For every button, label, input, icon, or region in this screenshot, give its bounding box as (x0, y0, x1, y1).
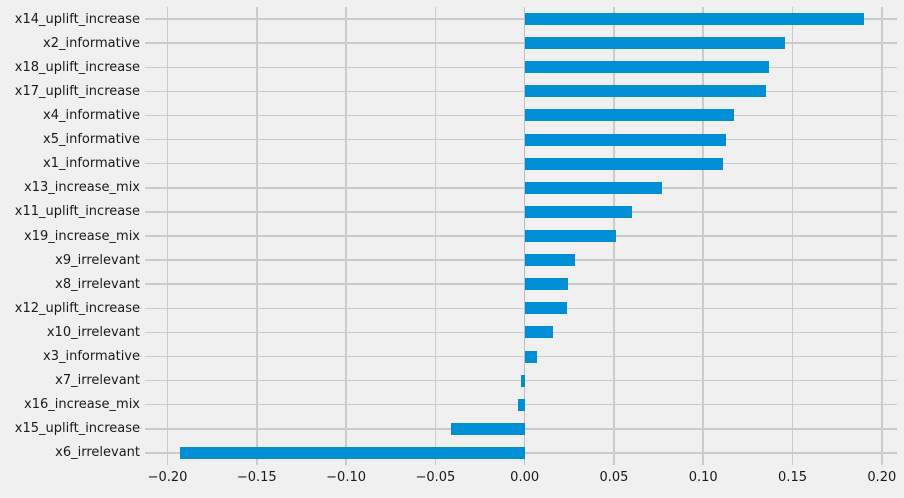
horizontal-gridline (145, 235, 897, 237)
bar-x19_increase_mix (524, 230, 616, 242)
ytick-label-x1_informative: x1_informative (43, 156, 140, 172)
horizontal-gridline (145, 66, 897, 68)
bar-x14_uplift_increase (524, 13, 864, 26)
horizontal-gridline (145, 187, 897, 189)
horizontal-gridline (145, 355, 897, 358)
ytick-label-x12_uplift_increase: x12_uplift_increase (14, 300, 140, 316)
bar-x15_uplift_increase (451, 422, 525, 435)
ytick-label-x10_irrelevant: x10_irrelevant (46, 324, 140, 340)
ytick-label-x19_increase_mix: x19_increase_mix (24, 228, 140, 244)
horizontal-gridline (145, 331, 897, 334)
bar-x3_informative (524, 350, 538, 363)
bar-x10_irrelevant (524, 326, 554, 339)
bar-x9_irrelevant (524, 254, 575, 267)
ytick-label-x2_informative: x2_informative (43, 35, 140, 51)
ytick-label-x11_uplift_increase: x11_uplift_increase (14, 204, 140, 220)
ytick-label-x17_uplift_increase: x17_uplift_increase (14, 83, 140, 99)
xtick-label-0.15: 0.15 (778, 470, 807, 485)
vertical-gridline (881, 7, 883, 465)
xtick-label-−0.15: −0.15 (236, 470, 277, 485)
horizontal-gridline (145, 42, 897, 44)
bar-x16_increase_mix (517, 398, 525, 411)
bar-x4_informative (524, 109, 734, 122)
ytick-label-x8_irrelevant: x8_irrelevant (55, 276, 140, 292)
horizontal-gridline (145, 90, 897, 93)
ytick-label-x13_increase_mix: x13_increase_mix (24, 180, 140, 196)
bar-x1_informative (524, 157, 723, 170)
ytick-label-x18_uplift_increase: x18_uplift_increase (14, 59, 140, 75)
bar-x17_uplift_increase (524, 85, 766, 98)
horizontal-gridline (145, 162, 897, 165)
horizontal-gridline (145, 18, 897, 20)
bar-x13_increase_mix (524, 181, 663, 194)
xtick-label-0.20: 0.20 (867, 470, 897, 485)
plot-area (145, 7, 897, 465)
vertical-gridline (256, 7, 258, 465)
ytick-label-x4_informative: x4_informative (43, 107, 140, 123)
bar-x18_uplift_increase (524, 61, 770, 74)
ytick-label-x9_irrelevant: x9_irrelevant (55, 252, 140, 268)
bar-x6_irrelevant (180, 446, 525, 459)
ytick-label-x3_informative: x3_informative (43, 349, 140, 365)
horizontal-gridline (145, 379, 897, 382)
xtick-label-−0.05: −0.05 (415, 470, 456, 485)
horizontal-gridline (145, 283, 897, 285)
xtick-label-0.00: 0.00 (510, 470, 540, 485)
ytick-label-x14_uplift_increase: x14_uplift_increase (14, 11, 140, 27)
bar-x7_irrelevant (521, 374, 525, 387)
vertical-gridline (434, 7, 437, 465)
ytick-label-x6_irrelevant: x6_irrelevant (55, 445, 140, 461)
bar-x8_irrelevant (524, 278, 568, 291)
xtick-label-−0.10: −0.10 (326, 470, 366, 485)
vertical-gridline (702, 7, 704, 465)
ytick-label-x15_uplift_increase: x15_uplift_increase (14, 421, 140, 437)
horizontal-gridline (145, 138, 897, 141)
bar-x12_uplift_increase (524, 302, 567, 315)
xtick-label-0.05: 0.05 (599, 470, 629, 485)
ytick-label-x16_increase_mix: x16_increase_mix (24, 397, 140, 413)
bar-x5_informative (524, 133, 727, 146)
vertical-gridline (345, 7, 347, 465)
vertical-gridline (166, 7, 169, 465)
vertical-gridline (791, 7, 794, 465)
horizontal-gridline (145, 211, 897, 213)
ytick-label-x5_informative: x5_informative (43, 132, 140, 148)
bar-x11_uplift_increase (524, 205, 632, 218)
horizontal-gridline (145, 307, 897, 310)
xtick-label-0.10: 0.10 (688, 470, 718, 485)
horizontal-gridline (145, 114, 897, 117)
bar-x2_informative (524, 37, 786, 50)
xtick-label-−0.20: −0.20 (147, 470, 188, 485)
ytick-label-x7_irrelevant: x7_irrelevant (55, 373, 140, 389)
horizontal-gridline (145, 259, 897, 261)
